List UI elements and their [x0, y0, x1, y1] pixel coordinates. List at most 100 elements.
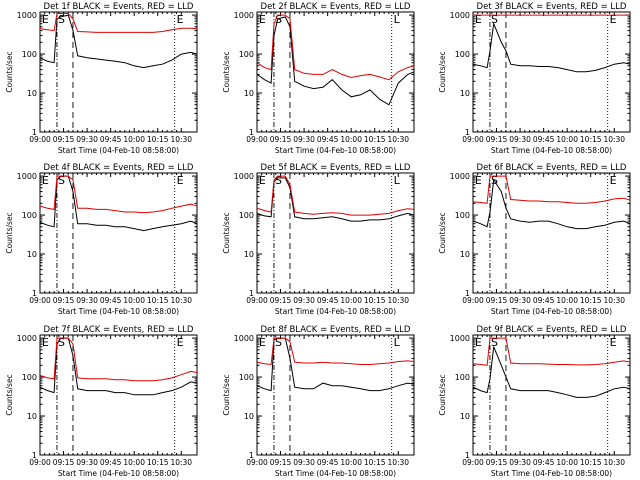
x-tick-label: 09:30 [509, 296, 531, 305]
y-tick-label: 10 [27, 412, 37, 421]
marker-letter: E [610, 174, 617, 187]
x-tick-label: 10:00 [340, 135, 362, 144]
y-axis-label: Counts/sec [5, 51, 14, 92]
series-lld-line [40, 337, 197, 382]
marker-letter: E [610, 13, 617, 26]
series-events-line [40, 175, 197, 232]
panel-3: Det 3f BLACK = Events, RED = LLD Counts/s… [438, 2, 631, 155]
marker-letter: S [491, 336, 498, 349]
marker-letter: S [275, 13, 282, 26]
y-tick-label: 1 [465, 289, 470, 298]
series-lld-line [40, 13, 197, 33]
x-tick-label: 10:00 [123, 135, 145, 144]
x-axis-label: Start Time (04-Feb-10 08:58:00) [275, 146, 396, 155]
panel-2: Det 2f BLACK = Events, RED = LLD Counts/s… [222, 2, 415, 155]
plot-frame [256, 11, 415, 133]
plot-frame [39, 334, 198, 456]
x-tick-label: 10:30 [170, 296, 192, 305]
y-axis-label: Counts/sec [222, 51, 231, 92]
x-tick-label: 10:30 [603, 458, 625, 467]
x-tick-label: 10:15 [364, 458, 386, 467]
marker-letter: E [177, 174, 184, 187]
y-tick-label: 100 [22, 211, 37, 220]
y-tick-label: 1000 [234, 172, 254, 181]
x-tick-label: 09:45 [533, 135, 555, 144]
y-tick-label: 10 [460, 89, 470, 98]
y-axis-label: Counts/sec [438, 212, 447, 253]
series-lld-line [473, 337, 630, 366]
x-tick-label: 10:00 [340, 458, 362, 467]
x-tick-label: 10:15 [580, 296, 602, 305]
y-tick-label: 10 [460, 412, 470, 421]
x-tick-label: 10:15 [364, 296, 386, 305]
y-tick-label: 1 [32, 289, 37, 298]
panel-title: Det 6f BLACK = Events, RED = LLD [477, 163, 627, 173]
x-tick-label: 10:00 [556, 135, 578, 144]
x-tick-label: 09:15 [270, 296, 292, 305]
y-tick-label: 10 [244, 89, 254, 98]
y-tick-label: 1 [249, 289, 254, 298]
x-tick-label: 09:45 [533, 296, 555, 305]
x-axis-label: Start Time (04-Feb-10 08:58:00) [275, 469, 396, 478]
x-tick-label: 09:30 [509, 458, 531, 467]
x-tick-label: 09:00 [29, 458, 51, 467]
y-tick-label: 1000 [450, 334, 470, 343]
x-tick-label: 09:00 [29, 296, 51, 305]
y-tick-label: 100 [455, 211, 470, 220]
y-tick-label: 1 [465, 128, 470, 137]
x-tick-label: 09:30 [76, 296, 98, 305]
x-tick-label: 10:30 [170, 135, 192, 144]
x-tick-label: 09:45 [317, 296, 339, 305]
panel-4: Det 4f BLACK = Events, RED = LLD Counts/s… [5, 163, 198, 316]
plot-frame [39, 11, 198, 133]
marker-letter: E [42, 174, 49, 187]
y-tick-label: 10 [244, 412, 254, 421]
y-tick-label: 100 [239, 373, 254, 382]
panel-title: Det 3f BLACK = Events, RED = LLD [477, 2, 627, 12]
y-axis-label: Counts/sec [222, 212, 231, 253]
x-tick-label: 09:00 [462, 135, 484, 144]
y-tick-label: 1000 [234, 11, 254, 20]
marker-letter: S [275, 174, 282, 187]
x-tick-label: 10:00 [123, 458, 145, 467]
marker-letter: L [394, 13, 401, 26]
marker-letter: S [58, 13, 65, 26]
y-tick-label: 100 [239, 211, 254, 220]
x-tick-label: 09:00 [462, 458, 484, 467]
x-tick-label: 10:30 [387, 135, 409, 144]
x-axis-label: Start Time (04-Feb-10 08:58:00) [58, 469, 179, 478]
y-tick-label: 1000 [234, 334, 254, 343]
marker-letter: E [177, 13, 184, 26]
x-tick-label: 10:00 [123, 296, 145, 305]
series-lld-line [40, 175, 197, 214]
x-tick-label: 09:15 [53, 135, 75, 144]
series-events-line [40, 14, 197, 69]
x-tick-label: 09:15 [486, 458, 508, 467]
marker-letter: E [475, 174, 482, 187]
panel-title: Det 5f BLACK = Events, RED = LLD [261, 163, 411, 173]
y-axis-label: Counts/sec [5, 212, 14, 253]
panel-7: Det 7f BLACK = Events, RED = LLD Counts/s… [5, 325, 198, 478]
marker-letter: E [177, 336, 184, 349]
plot-frame [256, 334, 415, 456]
series-events-line [40, 337, 197, 396]
y-tick-label: 1000 [17, 172, 37, 181]
y-tick-label: 100 [455, 373, 470, 382]
x-tick-label: 10:15 [580, 458, 602, 467]
marker-letter: E [42, 13, 49, 26]
x-axis-label: Start Time (04-Feb-10 08:58:00) [58, 307, 179, 316]
series-events-line [257, 177, 414, 222]
marker-letter: L [394, 174, 401, 187]
marker-letter: S [58, 336, 65, 349]
y-tick-label: 1000 [17, 334, 37, 343]
x-tick-label: 09:45 [533, 458, 555, 467]
y-tick-label: 1 [32, 451, 37, 460]
panel-5: Det 5f BLACK = Events, RED = LLD Counts/s… [222, 163, 415, 316]
marker-letter: S [491, 13, 498, 26]
x-tick-label: 09:30 [293, 296, 315, 305]
x-tick-label: 09:15 [53, 458, 75, 467]
series-events-line [473, 21, 630, 73]
x-tick-label: 10:00 [556, 296, 578, 305]
y-tick-label: 100 [455, 50, 470, 59]
y-tick-label: 1000 [17, 11, 37, 20]
